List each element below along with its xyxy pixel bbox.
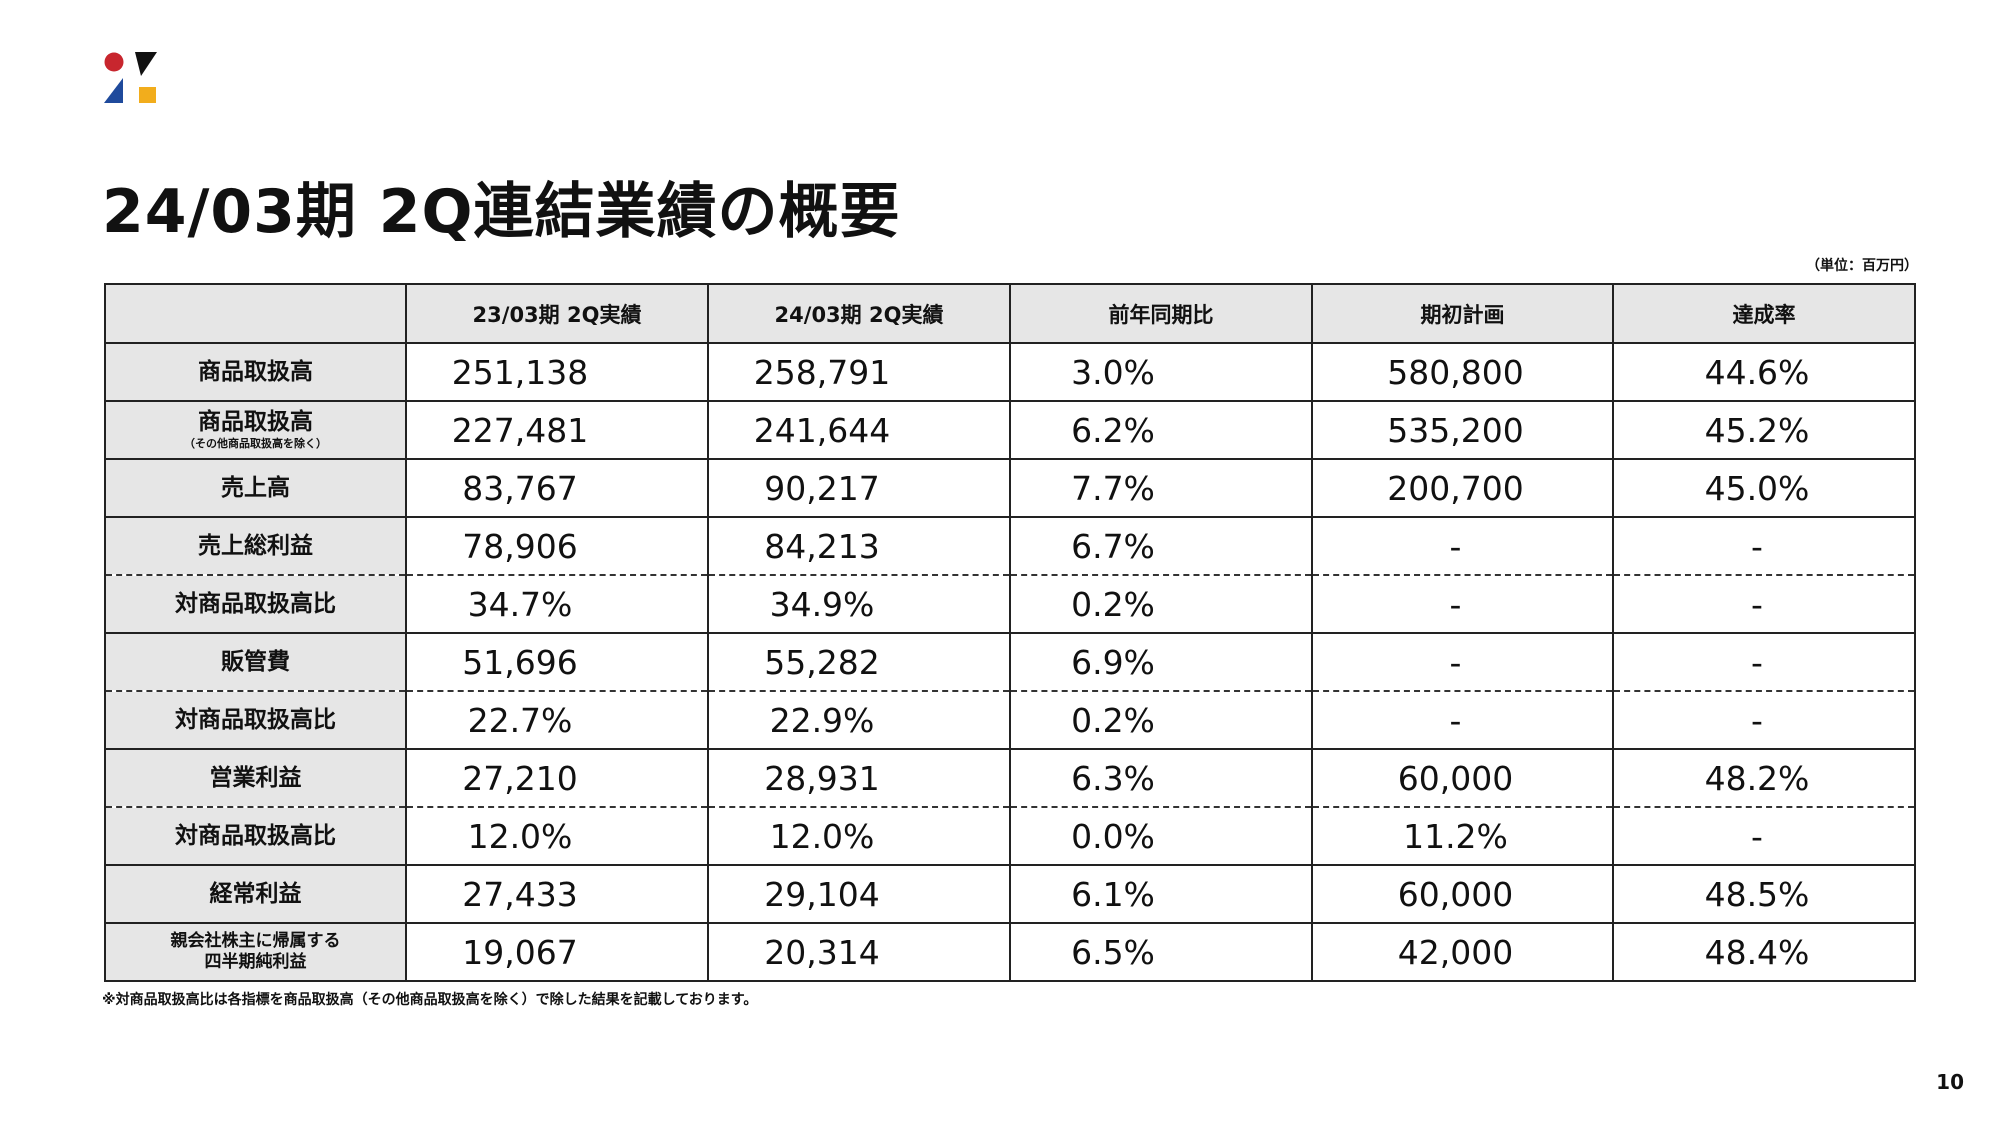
table-cell: - [1612,690,1916,750]
row-label: 営業利益 [104,748,407,808]
table-cell: 84,213 [707,516,1011,576]
header-cell-initial-plan: 期初計画 [1311,283,1614,344]
table-row: 販管費 51,696 55,282 6.9% - - [104,632,1916,692]
table-cell: - [1612,516,1916,576]
table-cell: 34.9% [707,574,1011,634]
table-cell: 251,138 [405,342,709,402]
row-label: 商品取扱高 （その他商品取扱高を除く） [104,400,407,460]
table-row: 商品取扱高 （その他商品取扱高を除く） 227,481 241,644 6.2%… [104,400,1916,460]
table-cell: 29,104 [707,864,1011,924]
table-cell: 55,282 [707,632,1011,692]
row-label: 売上高 [104,458,407,518]
table-cell: 20,314 [707,922,1011,982]
table-cell: 200,700 [1311,458,1614,518]
table-cell: - [1612,574,1916,634]
table-row: 対商品取扱高比 12.0% 12.0% 0.0% 11.2% - [104,806,1916,866]
unit-note: （単位：百万円） [1806,258,1918,274]
table-cell: 19,067 [405,922,709,982]
table-row: 対商品取扱高比 22.7% 22.9% 0.2% - - [104,690,1916,750]
table-cell: 51,696 [405,632,709,692]
table-row: 対商品取扱高比 34.7% 34.9% 0.2% - - [104,574,1916,634]
table-row: 親会社株主に帰属する 四半期純利益 19,067 20,314 6.5% 42,… [104,922,1916,982]
table-cell: 6.2% [1009,400,1313,460]
header-cell-curr-2q-actual: 24/03期 2Q実績 [707,283,1011,344]
table-cell: 12.0% [707,806,1011,866]
table-cell: 48.4% [1612,922,1916,982]
table-cell: 27,210 [405,748,709,808]
table-cell: - [1311,516,1614,576]
header-cell-yoy: 前年同期比 [1009,283,1313,344]
row-label: 対商品取扱高比 [104,806,407,866]
row-label: 売上総利益 [104,516,407,576]
row-label-line2: 四半期純利益 [204,952,307,972]
table-cell: 6.1% [1009,864,1313,924]
table-cell: 42,000 [1311,922,1614,982]
row-label: 対商品取扱高比 [104,574,407,634]
row-label: 対商品取扱高比 [104,690,407,750]
table-cell: 90,217 [707,458,1011,518]
table-cell: 27,433 [405,864,709,924]
table-cell: 0.2% [1009,574,1313,634]
table-cell: 60,000 [1311,864,1614,924]
row-label-main: 商品取扱高 [198,409,313,436]
table-cell: 48.2% [1612,748,1916,808]
table-cell: 78,906 [405,516,709,576]
financial-summary-table: 23/03期 2Q実績 24/03期 2Q実績 前年同期比 期初計画 達成率 商… [104,283,1916,982]
footnote: ※対商品取扱高比は各指標を商品取扱高（その他商品取扱高を除く）で除した結果を記載… [102,992,758,1008]
table-cell: 241,644 [707,400,1011,460]
table-cell: 6.3% [1009,748,1313,808]
table-row: 売上総利益 78,906 84,213 6.7% - - [104,516,1916,576]
header-cell-empty [104,283,407,344]
table-cell: 45.2% [1612,400,1916,460]
table-row: 売上高 83,767 90,217 7.7% 200,700 45.0% [104,458,1916,518]
header-cell-achievement-rate: 達成率 [1612,283,1916,344]
table-cell: 44.6% [1612,342,1916,402]
table-cell: - [1311,632,1614,692]
row-label: 販管費 [104,632,407,692]
company-logo [104,52,157,103]
table-row: 経常利益 27,433 29,104 6.1% 60,000 48.5% [104,864,1916,924]
table-cell: 45.0% [1612,458,1916,518]
header-cell-prev-2q-actual: 23/03期 2Q実績 [405,283,709,344]
row-label-line1: 親会社株主に帰属する [170,930,341,951]
table-cell: 12.0% [405,806,709,866]
table-cell: 7.7% [1009,458,1313,518]
table-cell: 11.2% [1311,806,1614,866]
row-label: 親会社株主に帰属する 四半期純利益 [104,922,407,982]
table-cell: 0.0% [1009,806,1313,866]
table-cell: 258,791 [707,342,1011,402]
table-cell: 83,767 [405,458,709,518]
table-cell: 227,481 [405,400,709,460]
table-cell: 48.5% [1612,864,1916,924]
row-label: 商品取扱高 [104,342,407,402]
page-title: 24/03期 2Q連結業績の概要 [102,177,901,247]
table-cell: 34.7% [405,574,709,634]
table-cell: 60,000 [1311,748,1614,808]
table-cell: 535,200 [1311,400,1614,460]
table-cell: - [1612,632,1916,692]
row-label: 経常利益 [104,864,407,924]
table-row: 営業利益 27,210 28,931 6.3% 60,000 48.2% [104,748,1916,808]
table-header-row: 23/03期 2Q実績 24/03期 2Q実績 前年同期比 期初計画 達成率 [104,283,1916,344]
table-cell: - [1311,574,1614,634]
table-cell: 0.2% [1009,690,1313,750]
table-cell: 6.9% [1009,632,1313,692]
table-cell: - [1311,690,1614,750]
page-number: 10 [1936,1070,1964,1094]
table-row: 商品取扱高 251,138 258,791 3.0% 580,800 44.6% [104,342,1916,402]
table-cell: 3.0% [1009,342,1313,402]
row-label-sub: （その他商品取扱高を除く） [184,436,327,450]
table-cell: 6.5% [1009,922,1313,982]
table-cell: 580,800 [1311,342,1614,402]
table-cell: 6.7% [1009,516,1313,576]
table-cell: 22.7% [405,690,709,750]
table-cell: 28,931 [707,748,1011,808]
table-cell: 22.9% [707,690,1011,750]
table-cell: - [1612,806,1916,866]
